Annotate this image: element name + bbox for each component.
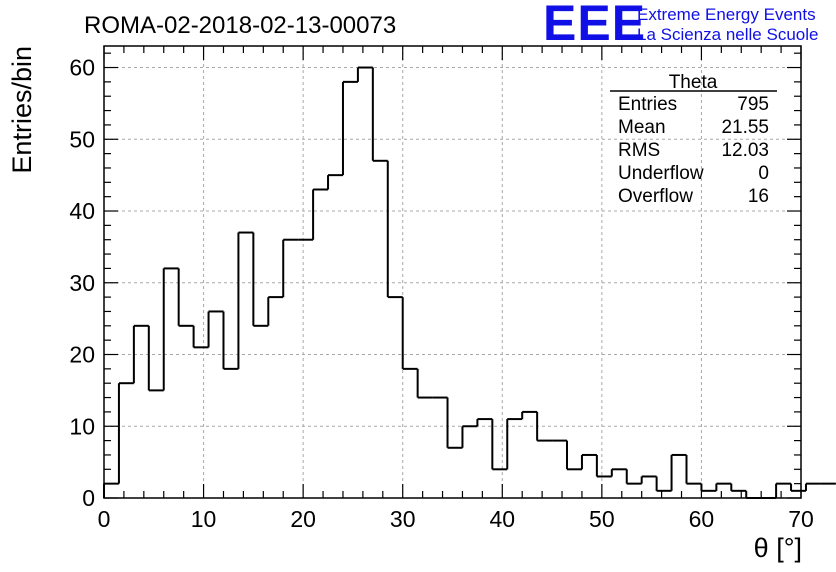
x-tick-label: 0 [98,506,111,532]
stats-title: Theta [669,72,718,93]
grid-lines [104,46,801,498]
y-tick-label: 10 [69,413,95,439]
eee-logo: EEE Extreme Energy Events La Scienza nel… [543,0,818,51]
stats-row-value: 21.55 [721,117,769,138]
stats-row-label: Overflow [618,186,693,207]
x-tick-label: 20 [290,506,316,532]
y-axis-label: Entries/bin [7,46,37,174]
y-tick-label: 50 [69,126,95,152]
stats-row-label: Mean [618,117,666,138]
y-tick-label: 0 [82,485,95,511]
chart-title: ROMA-02-2018-02-13-00073 [84,12,396,39]
x-tick-label: 50 [589,506,615,532]
x-tick-label: 60 [689,506,715,532]
stats-row-value: 795 [737,94,769,115]
stats-row-label: Underflow [618,163,704,184]
x-tick-label: 10 [191,506,217,532]
stats-box: Theta Entries 795 Mean 21.55 RMS 12.03 Underfl… [610,72,777,207]
stats-row-label: RMS [618,140,660,161]
stats-row-value: 16 [748,186,769,207]
x-tick-label: 40 [489,506,515,532]
y-tick-label: 30 [69,270,95,296]
y-tick-label: 20 [69,342,95,368]
x-axis-label: θ [°] [754,533,802,563]
stats-rows: Entries 795 Mean 21.55 RMS 12.03 Underflow 0 Ove… [618,94,769,207]
eee-logo-line1: Extreme Energy Events [637,5,816,24]
eee-logo-mark: EEE [543,0,646,51]
x-tick-label: 70 [788,506,814,532]
stats-row-label: Entries [618,94,677,115]
eee-logo-line2: La Scienza nelle Scuole [637,25,818,44]
y-tick-label: 40 [69,198,95,224]
stats-row-value: 12.03 [721,140,769,161]
axes: 0 10 20 30 40 50 60 70 0 10 20 30 40 50 60 [69,46,814,532]
plot-frame [103,45,802,499]
y-tick-label: 60 [69,55,95,81]
stats-row-value: 0 [758,163,769,184]
x-tick-label: 30 [390,506,416,532]
